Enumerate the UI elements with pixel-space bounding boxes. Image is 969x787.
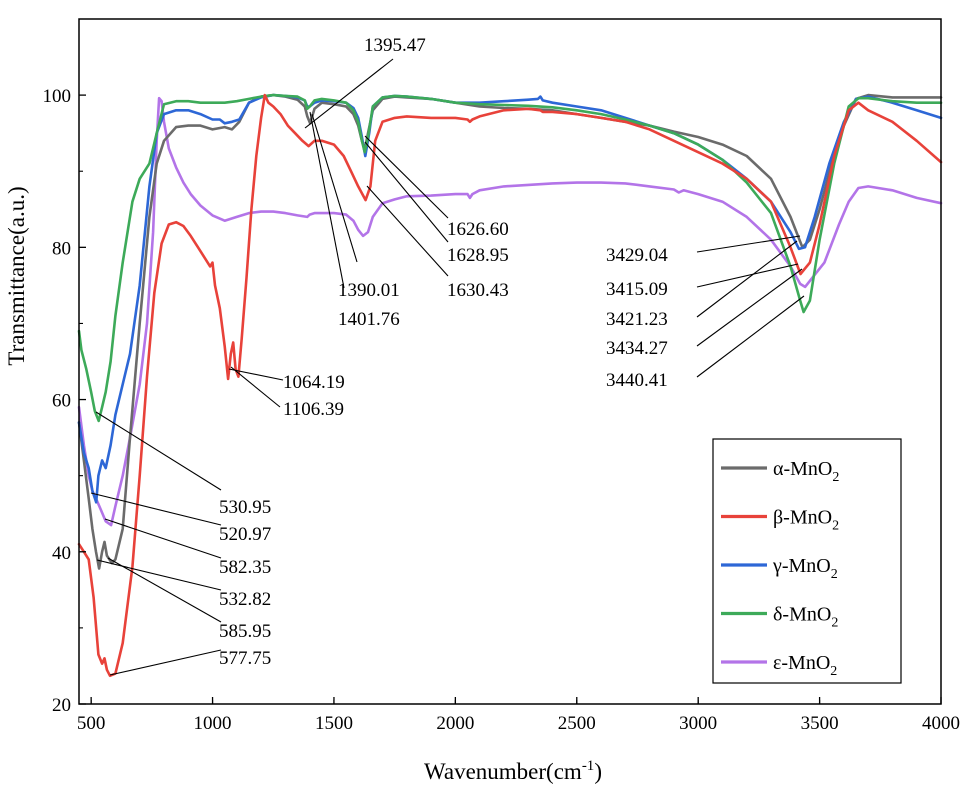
annotation-leader-line <box>96 559 222 591</box>
peak-annotation-label: 3434.27 <box>606 338 668 359</box>
peak-annotation-label: 1106.39 <box>283 399 344 420</box>
annotation-leader-line <box>696 263 799 288</box>
annotation-leader-line <box>95 411 222 491</box>
annotation-layer: 1395.47 1626.60 1628.95 1630.43 1390.01 1401.… <box>90 35 805 676</box>
series-line-2 <box>77 93 943 678</box>
annotation-leader-line <box>109 649 222 676</box>
peak-annotation-label: 1626.60 <box>447 219 509 240</box>
annotation-leader-line <box>230 366 281 408</box>
peak-annotation-label: 577.75 <box>219 648 271 669</box>
legend-label-sub: 2 <box>832 519 839 534</box>
x-tick-label: 500 <box>77 713 106 734</box>
series-line-1 <box>77 93 943 570</box>
legend-box <box>712 438 902 684</box>
peak-annotation-label: 1401.76 <box>338 309 400 330</box>
x-tick-label: 4000 <box>922 713 960 734</box>
annotation-leader-line <box>364 141 449 243</box>
annotation-leader-line <box>696 295 805 378</box>
peak-annotation-label: 532.82 <box>219 589 271 610</box>
legend-label-main: γ-MnO <box>772 555 831 577</box>
annotation-leader-line <box>311 113 358 263</box>
y-tick-label: 100 <box>43 86 72 107</box>
tick-layer: 500 1000 1500 2000 2500 3000 3500 4000 20 40 60 80 1… <box>43 86 961 734</box>
peak-annotation-label: 1390.01 <box>338 280 400 301</box>
legend-label-main: ε-MnO <box>773 652 830 674</box>
annotation-leader-line <box>696 268 803 347</box>
annotation-leader-line <box>364 135 449 219</box>
annotation-leader-line <box>366 185 449 277</box>
y-tick-label: 40 <box>52 543 71 564</box>
y-tick-label: 20 <box>52 695 71 716</box>
peak-annotation-label: 585.95 <box>219 621 271 642</box>
legend-label: γ-MnO2 <box>772 555 838 582</box>
peak-annotation-label: 1064.19 <box>283 372 345 393</box>
legend-label: δ-MnO2 <box>773 604 838 631</box>
x-axis-title-end: ) <box>594 759 602 784</box>
legend-label-sub: 2 <box>831 616 838 631</box>
peak-annotation-label: 520.97 <box>219 524 271 545</box>
x-tick-label: 3500 <box>801 713 839 734</box>
x-tick-label: 2000 <box>436 713 474 734</box>
annotation-leader-line <box>107 557 222 623</box>
annotation-leader-line <box>90 492 222 526</box>
x-axis-title-main: Wavenumber(cm <box>424 759 582 784</box>
annotation-leader-line <box>309 111 345 289</box>
annotation-leader-line <box>696 240 798 318</box>
legend-label-main: β-MnO <box>773 507 832 529</box>
annotation-leader-line <box>304 58 394 129</box>
peak-annotation-label: 3415.09 <box>606 279 668 300</box>
peak-annotation-label: 1395.47 <box>364 35 426 56</box>
legend-label-sub: 2 <box>832 470 839 485</box>
peak-annotation-label: 582.35 <box>219 557 271 578</box>
legend-label: β-MnO2 <box>773 507 839 534</box>
peak-annotation-label: 3429.04 <box>606 245 668 266</box>
annotation-leader-line <box>696 235 801 253</box>
x-axis-title: Wavenumber(cm-1) <box>424 758 602 784</box>
peak-annotation-label: 530.95 <box>219 497 271 518</box>
legend-label: ε-MnO2 <box>773 652 837 679</box>
series-line-4 <box>77 93 943 423</box>
plot-frame <box>78 18 942 705</box>
x-axis-title-sup: -1 <box>582 758 595 774</box>
legend-label-main: α-MnO <box>773 458 832 480</box>
legend-label-sub: 2 <box>831 567 838 582</box>
peak-annotation-label: 3440.41 <box>606 370 668 391</box>
annotation-leader-line <box>104 518 222 559</box>
legend-label: α-MnO2 <box>773 458 839 485</box>
x-tick-label: 3000 <box>679 713 717 734</box>
peak-annotation-label: 3421.23 <box>606 309 668 330</box>
peak-annotation-label: 1630.43 <box>447 280 509 301</box>
y-tick-label: 60 <box>52 391 71 412</box>
annotation-leader-line <box>228 368 284 381</box>
series-line-5 <box>77 96 943 527</box>
x-tick-label: 1000 <box>194 713 232 734</box>
x-tick-label: 2500 <box>558 713 596 734</box>
series-layer <box>77 93 943 678</box>
legend-label-main: δ-MnO <box>773 604 831 626</box>
y-axis-title: Transmittance(a.u.) <box>4 186 29 365</box>
x-tick-label: 1500 <box>315 713 353 734</box>
peak-annotation-label: 1628.95 <box>447 245 509 266</box>
legend-label-sub: 2 <box>830 664 837 679</box>
y-tick-label: 80 <box>52 238 71 259</box>
